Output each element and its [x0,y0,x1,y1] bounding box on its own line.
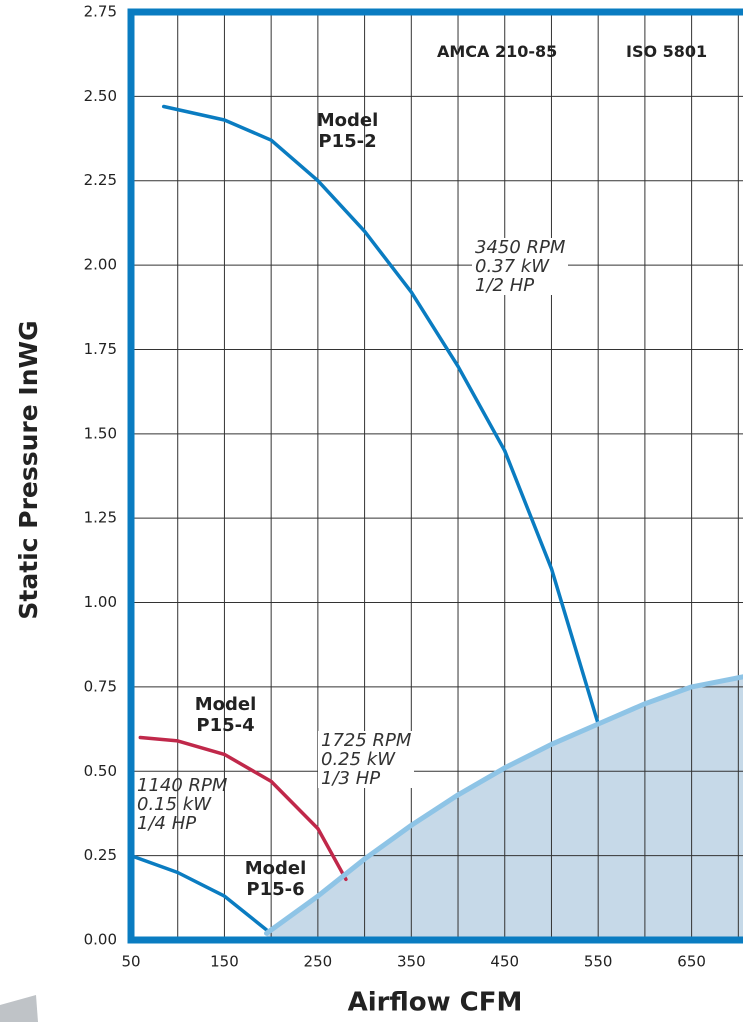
standard-label: AMCA 210-85 [437,42,558,61]
y-tick-label: 1.50 [84,424,117,442]
y-tick-label: 2.00 [84,256,117,274]
motor-note: 1140 RPM 0.15 kW 1/4 HP [134,776,230,833]
y-tick-label: 1.75 [84,340,117,358]
x-tick-label: 150 [210,953,239,971]
y-tick-label: 1.00 [84,593,117,611]
note-line: 1725 RPM [321,730,412,751]
curve-label: Model P15-4 [194,694,257,736]
x-tick-label: 650 [677,953,706,971]
note-line: 1/4 HP [137,813,197,834]
y-tick-label: 0.00 [84,931,117,949]
y-tick-label: 2.50 [84,87,117,105]
y-tick-label: 0.50 [84,762,117,780]
y-tick-label: 2.25 [84,171,117,189]
curve [131,853,269,932]
plot-frame [127,8,743,944]
x-tick-label: 50 [121,953,140,971]
note-line: 1/3 HP [321,768,381,789]
motor-note: 3450 RPM 0.37 kW 1/2 HP [472,237,569,296]
note-line: 1140 RPM [137,775,228,796]
note-line: 3450 RPM [475,237,566,258]
note-line: 0.15 kW [137,794,212,815]
curve [161,104,600,726]
curve-label: Model P15-6 [244,858,307,900]
note-line: 0.37 kW [475,256,550,277]
curve [264,674,743,936]
standard-label: ISO 5801 [626,42,708,61]
curve-label: Model P15-2 [316,110,379,152]
curve [138,735,348,882]
note-line: 0.25 kW [321,749,396,770]
x-tick-label: 250 [304,953,333,971]
x-tick-label: 550 [584,953,613,971]
y-tick-label: 1.25 [84,509,117,527]
y-tick-label: 2.75 [84,3,117,21]
y-tick-label: 0.75 [84,677,117,695]
x-tick-label: 350 [397,953,426,971]
x-axis-label: Airflow CFM [348,988,523,1018]
decoration [0,995,38,1022]
x-tick-label: 450 [490,953,519,971]
y-tick-label: 0.25 [84,846,117,864]
note-line: 1/2 HP [475,275,535,296]
y-axis-label: Static Pressure InWG [14,320,43,619]
motor-note: 1725 RPM 0.25 kW 1/3 HP [318,730,415,789]
